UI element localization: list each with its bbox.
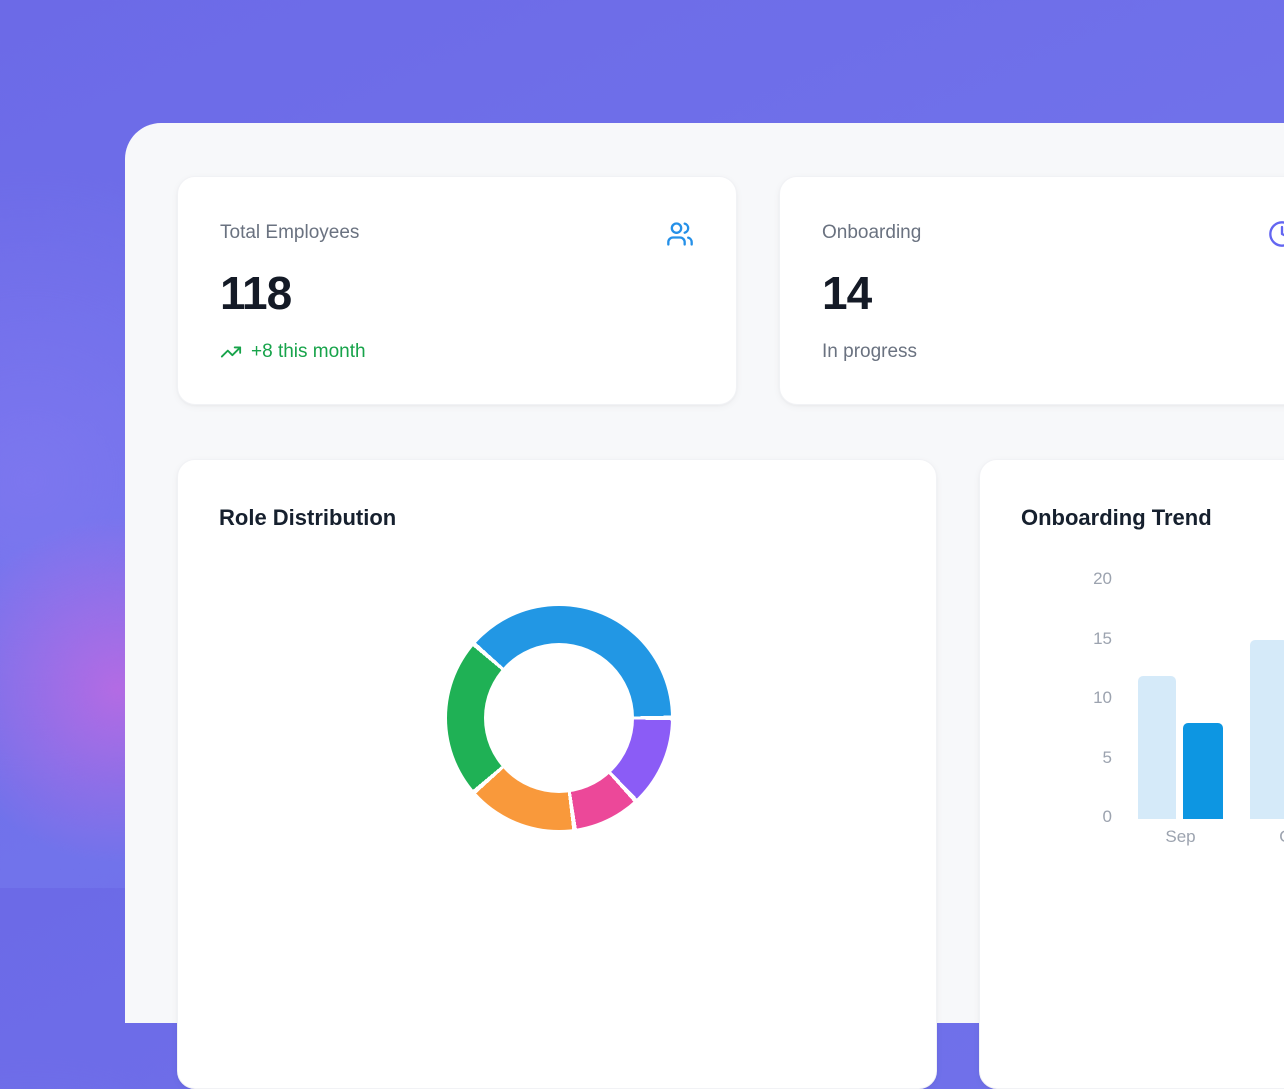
onboarding-card: Onboarding 14 In progress	[779, 176, 1284, 405]
bar-sep-series_1	[1138, 675, 1176, 819]
onboarding-trend-plot: 0 5 10 15 20 Sep Oct	[980, 460, 1284, 1088]
total-employees-value: 118	[220, 267, 292, 319]
onboarding-status-text: In progress	[822, 341, 918, 362]
y-axis-tick: 5	[1102, 747, 1112, 767]
onboarding-label: Onboarding	[822, 222, 922, 243]
total-employees-header: Total Employees	[220, 220, 694, 248]
total-employees-delta-text: +8 this month	[251, 341, 366, 362]
y-axis-tick: 15	[1093, 628, 1112, 648]
role-distribution-card: Role Distribution	[177, 459, 937, 1089]
onboarding-header: Onboarding	[822, 220, 1284, 248]
clock-icon	[1268, 220, 1284, 248]
bar-oct-series_1	[1250, 639, 1284, 819]
x-axis-label: Sep	[1165, 827, 1196, 846]
total-employees-label: Total Employees	[220, 222, 360, 243]
onboarding-value: 14	[822, 267, 872, 319]
dashboard-panel: Total Employees 118 +8 this month	[125, 123, 1284, 1089]
trending-up-icon	[220, 341, 242, 363]
role-distribution-donut	[447, 606, 671, 830]
x-axis-label: Oct	[1238, 826, 1284, 848]
users-icon	[666, 220, 694, 248]
role-distribution-title: Role Distribution	[219, 505, 397, 530]
y-axis-tick: 0	[1102, 807, 1112, 826]
bar-sep-series_2	[1183, 723, 1223, 819]
onboarding-trend-card: Onboarding Trend 0 5 10 15 20 Sep Oct	[979, 459, 1284, 1089]
y-axis-tick: 20	[1093, 569, 1112, 588]
onboarding-trend-title: Onboarding Trend	[1021, 505, 1212, 530]
total-employees-delta: +8 this month	[220, 340, 694, 364]
y-axis-tick: 10	[1093, 688, 1112, 707]
total-employees-card: Total Employees 118 +8 this month	[177, 176, 737, 405]
